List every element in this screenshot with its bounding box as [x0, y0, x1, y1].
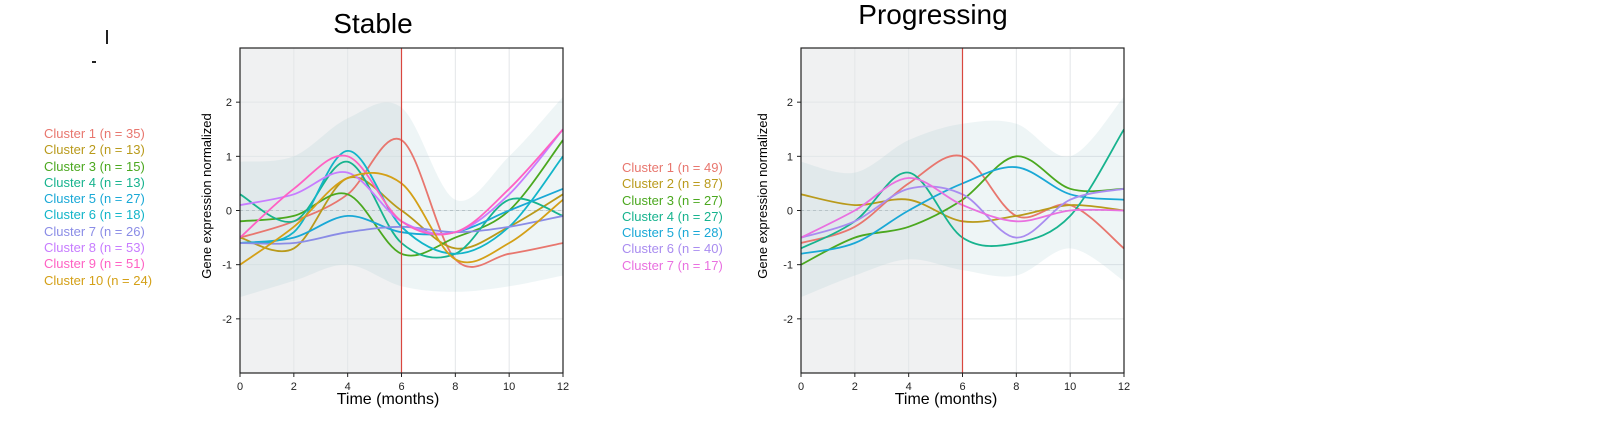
legend-item-cluster-2: Cluster 2 (n = 87) [622, 176, 723, 192]
x-tick-label: 12 [1118, 381, 1130, 393]
legend-item-cluster-2: Cluster 2 (n = 13) [44, 142, 145, 158]
y-tick-label: 1 [787, 151, 793, 163]
legend-item-cluster-8: Cluster 8 (n = 53) [44, 240, 145, 256]
y-tick-label: 2 [787, 97, 793, 109]
y-tick-label: -1 [222, 260, 232, 272]
x-tick-label: 8 [452, 381, 458, 393]
legend-item-cluster-5: Cluster 5 (n = 28) [622, 225, 723, 241]
legend-item-cluster-7: Cluster 7 (n = 26) [44, 223, 145, 239]
chart-title: Stable [333, 8, 412, 39]
y-tick-label: -2 [783, 314, 793, 326]
x-tick-label: 6 [959, 381, 965, 393]
legend-item-cluster-10: Cluster 10 (n = 24) [44, 272, 153, 288]
x-tick-label: 0 [798, 381, 804, 393]
y-axis-label: Gene expression normalized [755, 113, 770, 278]
legend-item-cluster-3: Cluster 3 (n = 27) [622, 192, 723, 208]
x-tick-label: 12 [557, 381, 569, 393]
progressing-panel: Progressing Time (months) Gene expressio… [755, 0, 1130, 408]
legend-item-cluster-1: Cluster 1 (n = 35) [44, 126, 145, 141]
x-tick-label: 8 [1013, 381, 1019, 393]
legend-item-cluster-4: Cluster 4 (n = 27) [622, 208, 723, 224]
y-tick-label: 0 [787, 206, 793, 218]
y-tick-label: 0 [226, 206, 232, 218]
x-tick-label: 4 [345, 381, 351, 393]
x-tick-label: 6 [398, 381, 404, 393]
y-tick-label: -1 [783, 260, 793, 272]
x-axis-label: Time (months) [337, 391, 440, 408]
progressing-legend: Cluster 1 (n = 49) Cluster 2 (n = 87) Clus… [622, 160, 723, 274]
legend-item-cluster-6: Cluster 6 (n = 18) [44, 207, 145, 223]
stable-legend: Cluster 1 (n = 35) Cluster 2 (n = 13) Clus… [44, 126, 152, 289]
y-tick-label: 1 [226, 151, 232, 163]
stable-panel: Stable Time (months) Gene expression nor… [199, 8, 569, 408]
x-tick-label: 4 [906, 381, 912, 393]
stray-mark [92, 61, 96, 63]
x-tick-label: 0 [237, 381, 243, 393]
legend-item-cluster-5: Cluster 5 (n = 27) [44, 191, 145, 207]
stray-mark [106, 30, 108, 44]
legend-item-cluster-3: Cluster 3 (n = 15) [44, 158, 145, 174]
chart-title: Progressing [858, 0, 1007, 30]
x-axis-label: Time (months) [895, 391, 998, 408]
x-tick-label: 10 [503, 381, 515, 393]
y-tick-label: 2 [226, 97, 232, 109]
x-tick-label: 2 [291, 381, 297, 393]
legend-item-cluster-7: Cluster 7 (n = 17) [622, 257, 723, 273]
legend-item-cluster-1: Cluster 1 (n = 49) [622, 160, 723, 175]
legend-item-cluster-9: Cluster 9 (n = 51) [44, 256, 145, 272]
legend-item-cluster-6: Cluster 6 (n = 40) [622, 241, 723, 257]
legend-item-cluster-4: Cluster 4 (n = 13) [44, 174, 145, 190]
x-tick-label: 10 [1064, 381, 1076, 393]
x-tick-label: 2 [852, 381, 858, 393]
y-axis-label: Gene expression normalized [199, 113, 214, 278]
y-tick-label: -2 [222, 314, 232, 326]
series-line-cluster-4 [240, 160, 563, 259]
